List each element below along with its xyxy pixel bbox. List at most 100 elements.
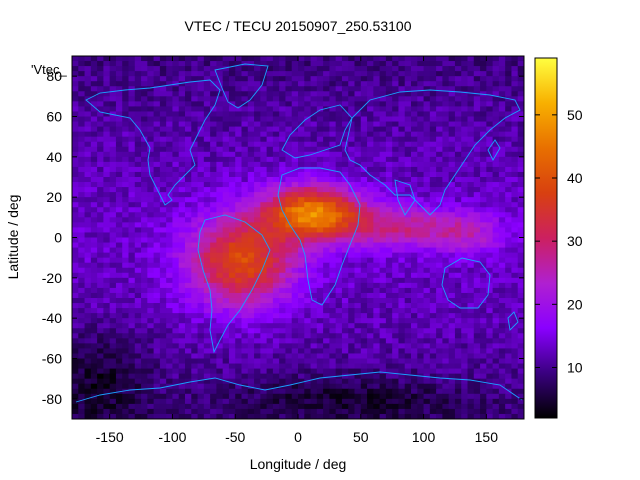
- heatmap-cell: [341, 116, 349, 123]
- heatmap-cell: [329, 212, 337, 218]
- heatmap-cell: [166, 393, 174, 400]
- heatmap-cell: [210, 383, 217, 390]
- heatmap-cell: [141, 56, 148, 62]
- heatmap-cell: [398, 197, 406, 203]
- heatmap-cell: [72, 146, 79, 153]
- heatmap-cell: [360, 76, 368, 82]
- heatmap-cell: [235, 111, 243, 118]
- heatmap-cell: [373, 126, 381, 133]
- heatmap-cell: [360, 146, 368, 153]
- heatmap-cell: [505, 272, 513, 279]
- heatmap-cell: [247, 166, 255, 173]
- heatmap-cell: [498, 182, 506, 188]
- heatmap-cell: [348, 338, 356, 344]
- heatmap-cell: [454, 298, 462, 304]
- heatmap-cell: [97, 318, 104, 324]
- heatmap-cell: [153, 272, 161, 279]
- heatmap-cell: [511, 358, 519, 365]
- heatmap-cell: [235, 277, 243, 284]
- heatmap-cell: [153, 338, 161, 344]
- heatmap-cell: [423, 96, 431, 102]
- heatmap-cell: [172, 212, 180, 218]
- heatmap-cell: [103, 257, 111, 264]
- heatmap-cell: [128, 373, 136, 380]
- heatmap-cell: [323, 232, 330, 239]
- heatmap-cell: [354, 136, 362, 143]
- heatmap-cell: [442, 303, 450, 309]
- heatmap-cell: [272, 368, 280, 375]
- heatmap-cell: [216, 378, 224, 385]
- heatmap-cell: [147, 383, 155, 390]
- heatmap-cell: [291, 388, 299, 395]
- heatmap-cell: [298, 146, 305, 153]
- heatmap-cell: [498, 217, 506, 223]
- heatmap-cell: [134, 66, 142, 72]
- heatmap-cell: [97, 56, 104, 62]
- heatmap-cell: [147, 343, 155, 350]
- heatmap-cell: [423, 368, 431, 375]
- heatmap-cell: [473, 383, 481, 390]
- heatmap-cell: [178, 348, 186, 355]
- heatmap-cell: [216, 252, 224, 259]
- heatmap-cell: [354, 358, 362, 365]
- heatmap-cell: [348, 61, 356, 67]
- heatmap-cell: [379, 323, 387, 329]
- heatmap-cell: [341, 313, 349, 319]
- heatmap-cell: [429, 358, 437, 365]
- heatmap-cell: [103, 227, 111, 234]
- heatmap-cell: [454, 202, 462, 208]
- heatmap-cell: [329, 247, 337, 254]
- heatmap-cell: [517, 166, 524, 173]
- heatmap-cell: [172, 333, 180, 339]
- heatmap-cell: [147, 177, 155, 183]
- heatmap-cell: [298, 171, 305, 178]
- heatmap-cell: [172, 101, 180, 108]
- heatmap-cell: [442, 156, 450, 163]
- heatmap-cell: [480, 106, 487, 113]
- heatmap-cell: [298, 166, 305, 173]
- heatmap-cell: [210, 116, 217, 123]
- heatmap-cell: [454, 287, 462, 294]
- heatmap-cell: [385, 106, 393, 113]
- heatmap-cell: [348, 166, 356, 173]
- heatmap-cell: [90, 192, 98, 198]
- heatmap-cell: [84, 313, 92, 319]
- heatmap-cell: [178, 61, 186, 67]
- heatmap-cell: [222, 308, 230, 314]
- heatmap-cell: [185, 86, 192, 92]
- heatmap-cell: [473, 287, 481, 294]
- heatmap-cell: [109, 358, 117, 365]
- heatmap-cell: [141, 282, 148, 289]
- heatmap-cell: [254, 368, 261, 375]
- heatmap-cell: [235, 328, 243, 334]
- heatmap-cell: [122, 207, 130, 213]
- heatmap-cell: [411, 126, 418, 133]
- heatmap-cell: [360, 177, 368, 183]
- heatmap-cell: [185, 227, 192, 234]
- heatmap-cell: [429, 76, 437, 82]
- heatmap-cell: [90, 171, 98, 178]
- heatmap-cell: [498, 282, 506, 289]
- heatmap-cell: [228, 171, 236, 178]
- heatmap-cell: [335, 116, 343, 123]
- heatmap-cell: [417, 398, 425, 405]
- heatmap-cell: [159, 303, 167, 309]
- heatmap-cell: [461, 182, 469, 188]
- heatmap-cell: [373, 388, 381, 395]
- heatmap-cell: [367, 388, 374, 395]
- heatmap-cell: [436, 116, 443, 123]
- heatmap-cell: [310, 146, 318, 153]
- heatmap-cell: [254, 207, 261, 213]
- heatmap-cell: [498, 66, 506, 72]
- heatmap-cell: [423, 76, 431, 82]
- heatmap-cell: [228, 146, 236, 153]
- heatmap-cell: [442, 146, 450, 153]
- heatmap-cell: [492, 61, 500, 67]
- heatmap-cell: [329, 232, 337, 239]
- heatmap-cell: [448, 383, 456, 390]
- heatmap-cell: [272, 272, 280, 279]
- heatmap-cell: [511, 383, 519, 390]
- heatmap-cell: [461, 363, 469, 370]
- heatmap-cell: [97, 257, 104, 264]
